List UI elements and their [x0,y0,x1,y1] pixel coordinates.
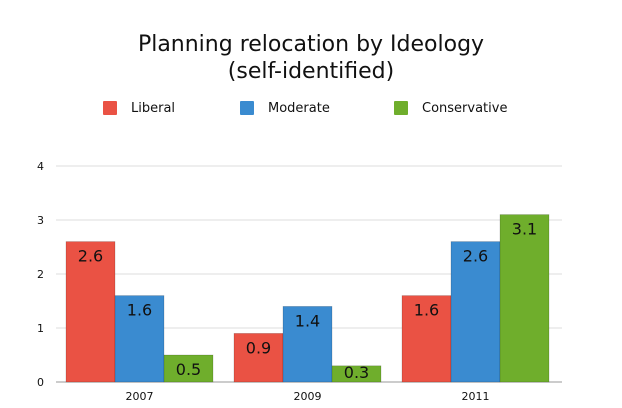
x-tick-label-2007: 2007 [126,390,154,403]
data-label-liberal-2007: 2.6 [78,247,103,266]
bar-moderate-2009 [282,306,333,383]
legend-item-liberal: Liberal [103,100,175,116]
y-tick-label-2: 2 [37,268,44,281]
data-label-conservative-2011: 3.1 [512,220,537,239]
bar-moderate-2007 [114,295,165,383]
data-label-moderate-2011: 2.6 [463,247,488,266]
legend-label-conservative: Conservative [422,100,508,116]
data-label-liberal-2009: 0.9 [246,338,271,357]
legend-item-moderate: Moderate [240,100,330,116]
legend-swatch-liberal [103,101,117,115]
bar-liberal-2011 [401,295,452,383]
x-tick-label-2011: 2011 [462,390,490,403]
bar-liberal-2009 [233,333,284,383]
legend-label-liberal: Liberal [131,100,176,116]
data-label-conservative-2007: 0.5 [176,360,201,379]
bar-conservative-2007 [163,354,214,383]
data-label-liberal-2011: 1.6 [414,301,439,320]
chart-title-line-1: Planning relocation by Ideology [137,32,485,57]
x-tick-label-2009: 2009 [294,390,322,403]
chart-title-line-2: (self-identified) [227,59,395,84]
legend-item-conservative: Conservative [394,100,507,116]
legend-swatch-moderate [240,101,254,115]
legend-swatch-conservative [394,101,408,115]
data-label-moderate-2007: 1.6 [127,301,152,320]
legend-label-moderate: Moderate [268,100,330,116]
y-tick-label-4: 4 [37,160,44,173]
data-label-conservative-2009: 0.3 [344,363,369,382]
y-tick-label-0: 0 [37,376,44,389]
y-tick-label-1: 1 [37,322,44,335]
bar-moderate-2011 [450,241,501,383]
y-tick-label-3: 3 [37,214,44,227]
bar-conservative-2011 [499,214,550,383]
bar-conservative-2009 [331,365,382,383]
data-label-moderate-2009: 1.4 [295,311,320,330]
